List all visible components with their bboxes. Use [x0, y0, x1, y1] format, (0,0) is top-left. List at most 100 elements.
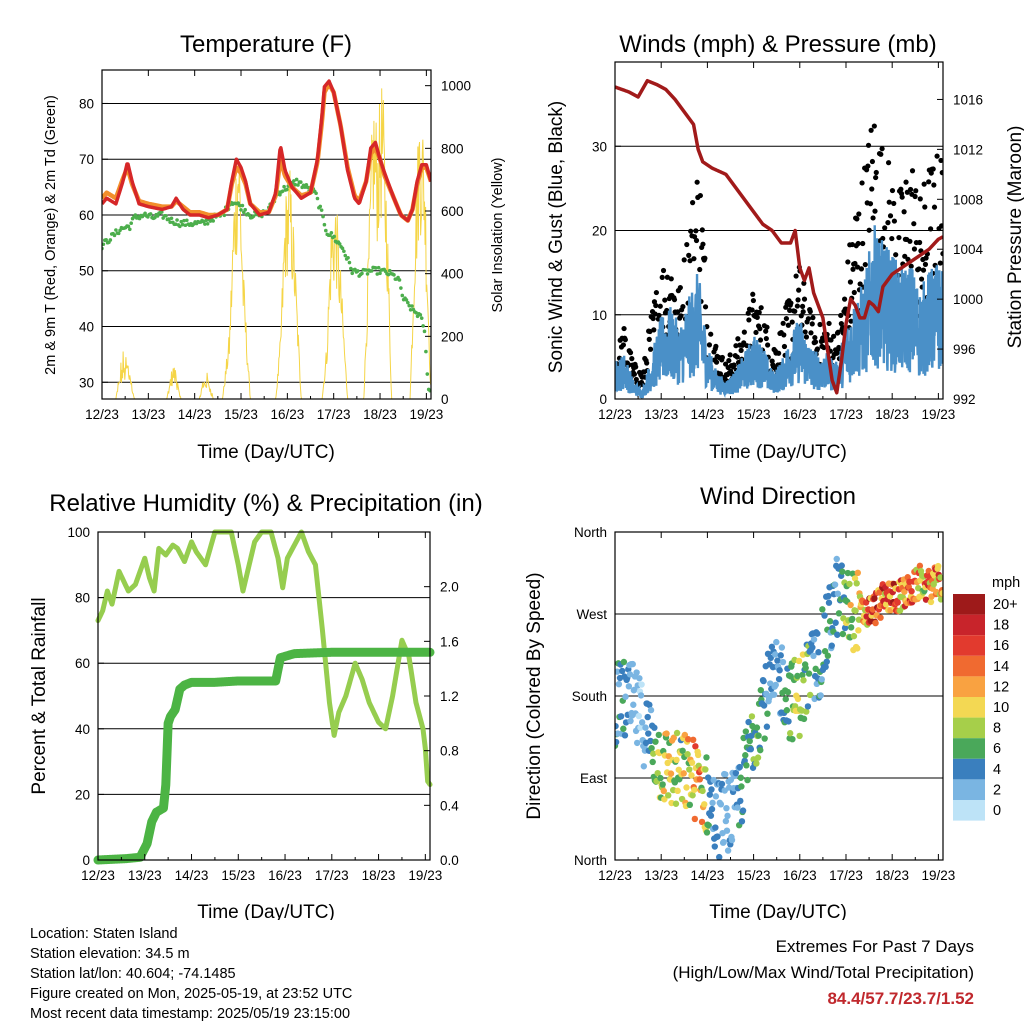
- gust-point: [828, 337, 834, 343]
- y-tick-label: 50: [79, 264, 94, 279]
- direction-point: [876, 589, 883, 596]
- dewpoint-point: [182, 218, 186, 223]
- gust-point: [789, 319, 795, 325]
- gust-point: [867, 201, 874, 207]
- direction-point: [828, 642, 835, 649]
- direction-point: [692, 743, 699, 750]
- gust-point: [920, 267, 927, 273]
- gust-point: [812, 339, 819, 345]
- legend-swatch: [953, 738, 985, 759]
- direction-point: [804, 703, 812, 710]
- dewpoint-point: [203, 222, 207, 226]
- legend-label: 0: [993, 803, 1001, 819]
- direction-point: [717, 801, 725, 808]
- gust-point: [901, 209, 907, 215]
- direction-point: [815, 649, 822, 656]
- wind-direction-ylabel: Direction (Colored By Speed): [524, 572, 545, 819]
- direction-point: [673, 756, 680, 764]
- direction-point: [757, 686, 764, 694]
- direction-point: [706, 791, 713, 798]
- dewpoint-point: [129, 221, 133, 226]
- gust-point: [880, 235, 886, 242]
- gust-point: [842, 296, 848, 302]
- created-text: Figure created on Mon, 2025-05-19, at 23…: [30, 986, 353, 1002]
- dewpoint-point: [387, 268, 392, 273]
- x-tick-label: 17/23: [315, 868, 349, 883]
- direction-point: [839, 568, 846, 575]
- direction-point: [839, 630, 847, 638]
- legend-swatch: [953, 697, 985, 718]
- dewpoint-point: [346, 255, 350, 260]
- gust-point: [851, 289, 857, 296]
- humidity-axes: 12/23 13/23 14/23 15/23 16/23 17/23 18/23 19/23…: [67, 525, 459, 883]
- gust-point: [859, 180, 865, 186]
- dewpoint-point: [175, 218, 179, 222]
- gust-point: [857, 281, 863, 287]
- direction-point: [673, 729, 681, 737]
- gust-point: [798, 313, 804, 319]
- direction-point: [737, 774, 745, 781]
- humidity-series: [93, 529, 435, 865]
- direction-point: [716, 853, 723, 860]
- gust-point: [907, 186, 914, 193]
- direction-point: [739, 807, 747, 814]
- direction-point: [794, 695, 802, 703]
- dewpoint-point: [392, 273, 396, 277]
- direction-point: [784, 688, 792, 696]
- dewpoint-point: [240, 203, 245, 208]
- direction-point: [684, 751, 691, 758]
- gust-point: [713, 343, 719, 349]
- x-tick-label: 15/23: [224, 407, 258, 422]
- legend-label: 4: [993, 762, 1001, 778]
- temperature-xlabel: Time (Day/UTC): [197, 442, 335, 463]
- gust-point: [869, 186, 875, 192]
- dewpoint-point: [349, 266, 353, 271]
- dewpoint-point: [128, 227, 132, 232]
- extremes-subheading: (High/Low/Max Wind/Total Precipitation): [672, 963, 974, 982]
- direction-point: [772, 681, 779, 689]
- direction-point: [627, 717, 634, 725]
- direction-point: [761, 735, 768, 742]
- direction-point: [894, 599, 901, 606]
- dewpoint-point: [153, 215, 157, 220]
- humidity-title: Relative Humidity (%) & Precipitation (i…: [49, 490, 482, 517]
- y-right-tick-label: 992: [953, 392, 976, 407]
- gust-point: [783, 315, 789, 322]
- gust-point: [940, 251, 943, 257]
- direction-point: [742, 728, 750, 735]
- dewpoint-point: [314, 191, 318, 196]
- direction-point: [760, 677, 767, 685]
- dewpoint-point: [133, 213, 138, 217]
- x-tick-label: 15/23: [737, 407, 771, 422]
- direction-point: [877, 614, 884, 621]
- direction-point: [901, 588, 908, 595]
- extremes-block: Extremes For Past 7 Days (High/Low/Max W…: [673, 934, 974, 1012]
- humidity-ylabel: Percent & Total Rainfall: [29, 597, 50, 794]
- direction-point: [663, 730, 670, 737]
- gust-point: [855, 240, 861, 247]
- gust-point: [939, 223, 943, 229]
- gust-point: [734, 354, 740, 360]
- direction-point: [742, 752, 749, 759]
- gust-point: [690, 200, 696, 206]
- dewpoint-point: [365, 272, 370, 276]
- temperature-axes: 12/23 13/23 14/23 15/23 16/23 17/23 18/23 19/23…: [79, 69, 471, 422]
- dewpoint-point: [251, 214, 256, 218]
- gust-point: [741, 329, 747, 335]
- y-right-tick-label: 1016: [953, 92, 983, 107]
- wind-direction-series: [615, 555, 943, 860]
- dewpoint-point: [425, 372, 430, 376]
- dewpoint-point: [178, 224, 182, 229]
- x-tick-label: 16/23: [783, 868, 817, 883]
- direction-point: [826, 618, 834, 625]
- y-tick-label: North: [574, 853, 607, 868]
- gust-point: [621, 325, 627, 332]
- direction-point: [853, 580, 860, 587]
- y-tick-label: 20: [592, 224, 607, 239]
- direction-point: [698, 818, 706, 826]
- direction-point: [683, 784, 690, 791]
- direction-point: [708, 786, 715, 793]
- dewpoint-point: [376, 265, 381, 270]
- gust-point: [812, 334, 818, 341]
- gust-point: [749, 307, 755, 313]
